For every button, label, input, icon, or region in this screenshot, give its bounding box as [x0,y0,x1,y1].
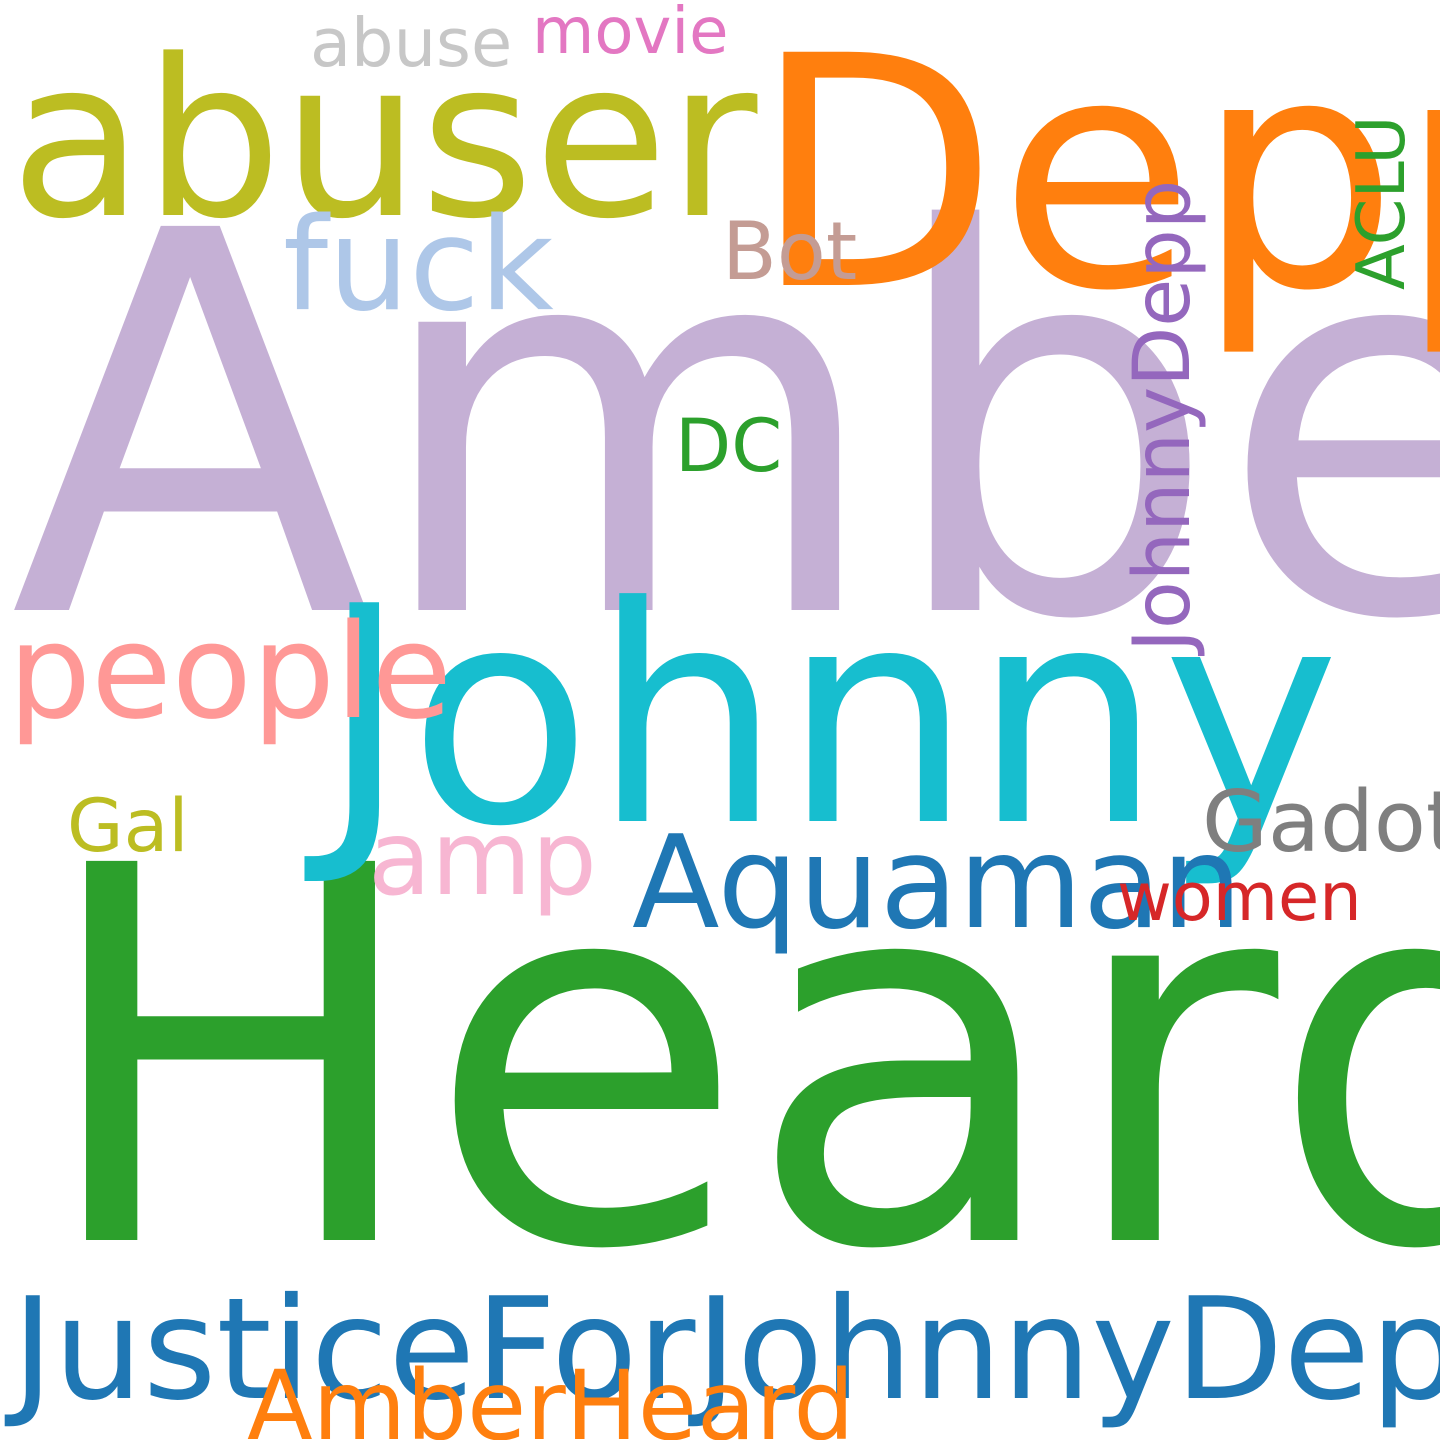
word-johnnydepp: JohnnyDepp [1118,179,1208,652]
word-amp: amp [368,799,597,919]
word-people: people [8,595,453,748]
word-johnny: Johnny [320,543,1340,892]
word-amber: Amber [10,122,1440,735]
word-women: women [1117,858,1362,936]
word-depp: Depp [752,0,1440,361]
word-gadot: Gadot [1202,773,1440,872]
word-heard: Heard [35,757,1440,1363]
word-justicefor-johnnydepp: JusticeForJohnnyDepp [12,1268,1440,1432]
word-bot: Bot [722,205,858,298]
word-fuck: fuck [283,191,554,340]
word-abuse: abuse [310,4,513,82]
word-amberheard: AmberHeard [247,1350,855,1440]
word-movie: movie [532,0,729,69]
word-gal: Gal [67,784,189,869]
word-dc: DC [675,404,783,489]
word-aquaman: Aquaman [632,809,1243,958]
word-abuser: abuser [10,14,758,267]
word-aclu: ACLU [1342,115,1420,290]
